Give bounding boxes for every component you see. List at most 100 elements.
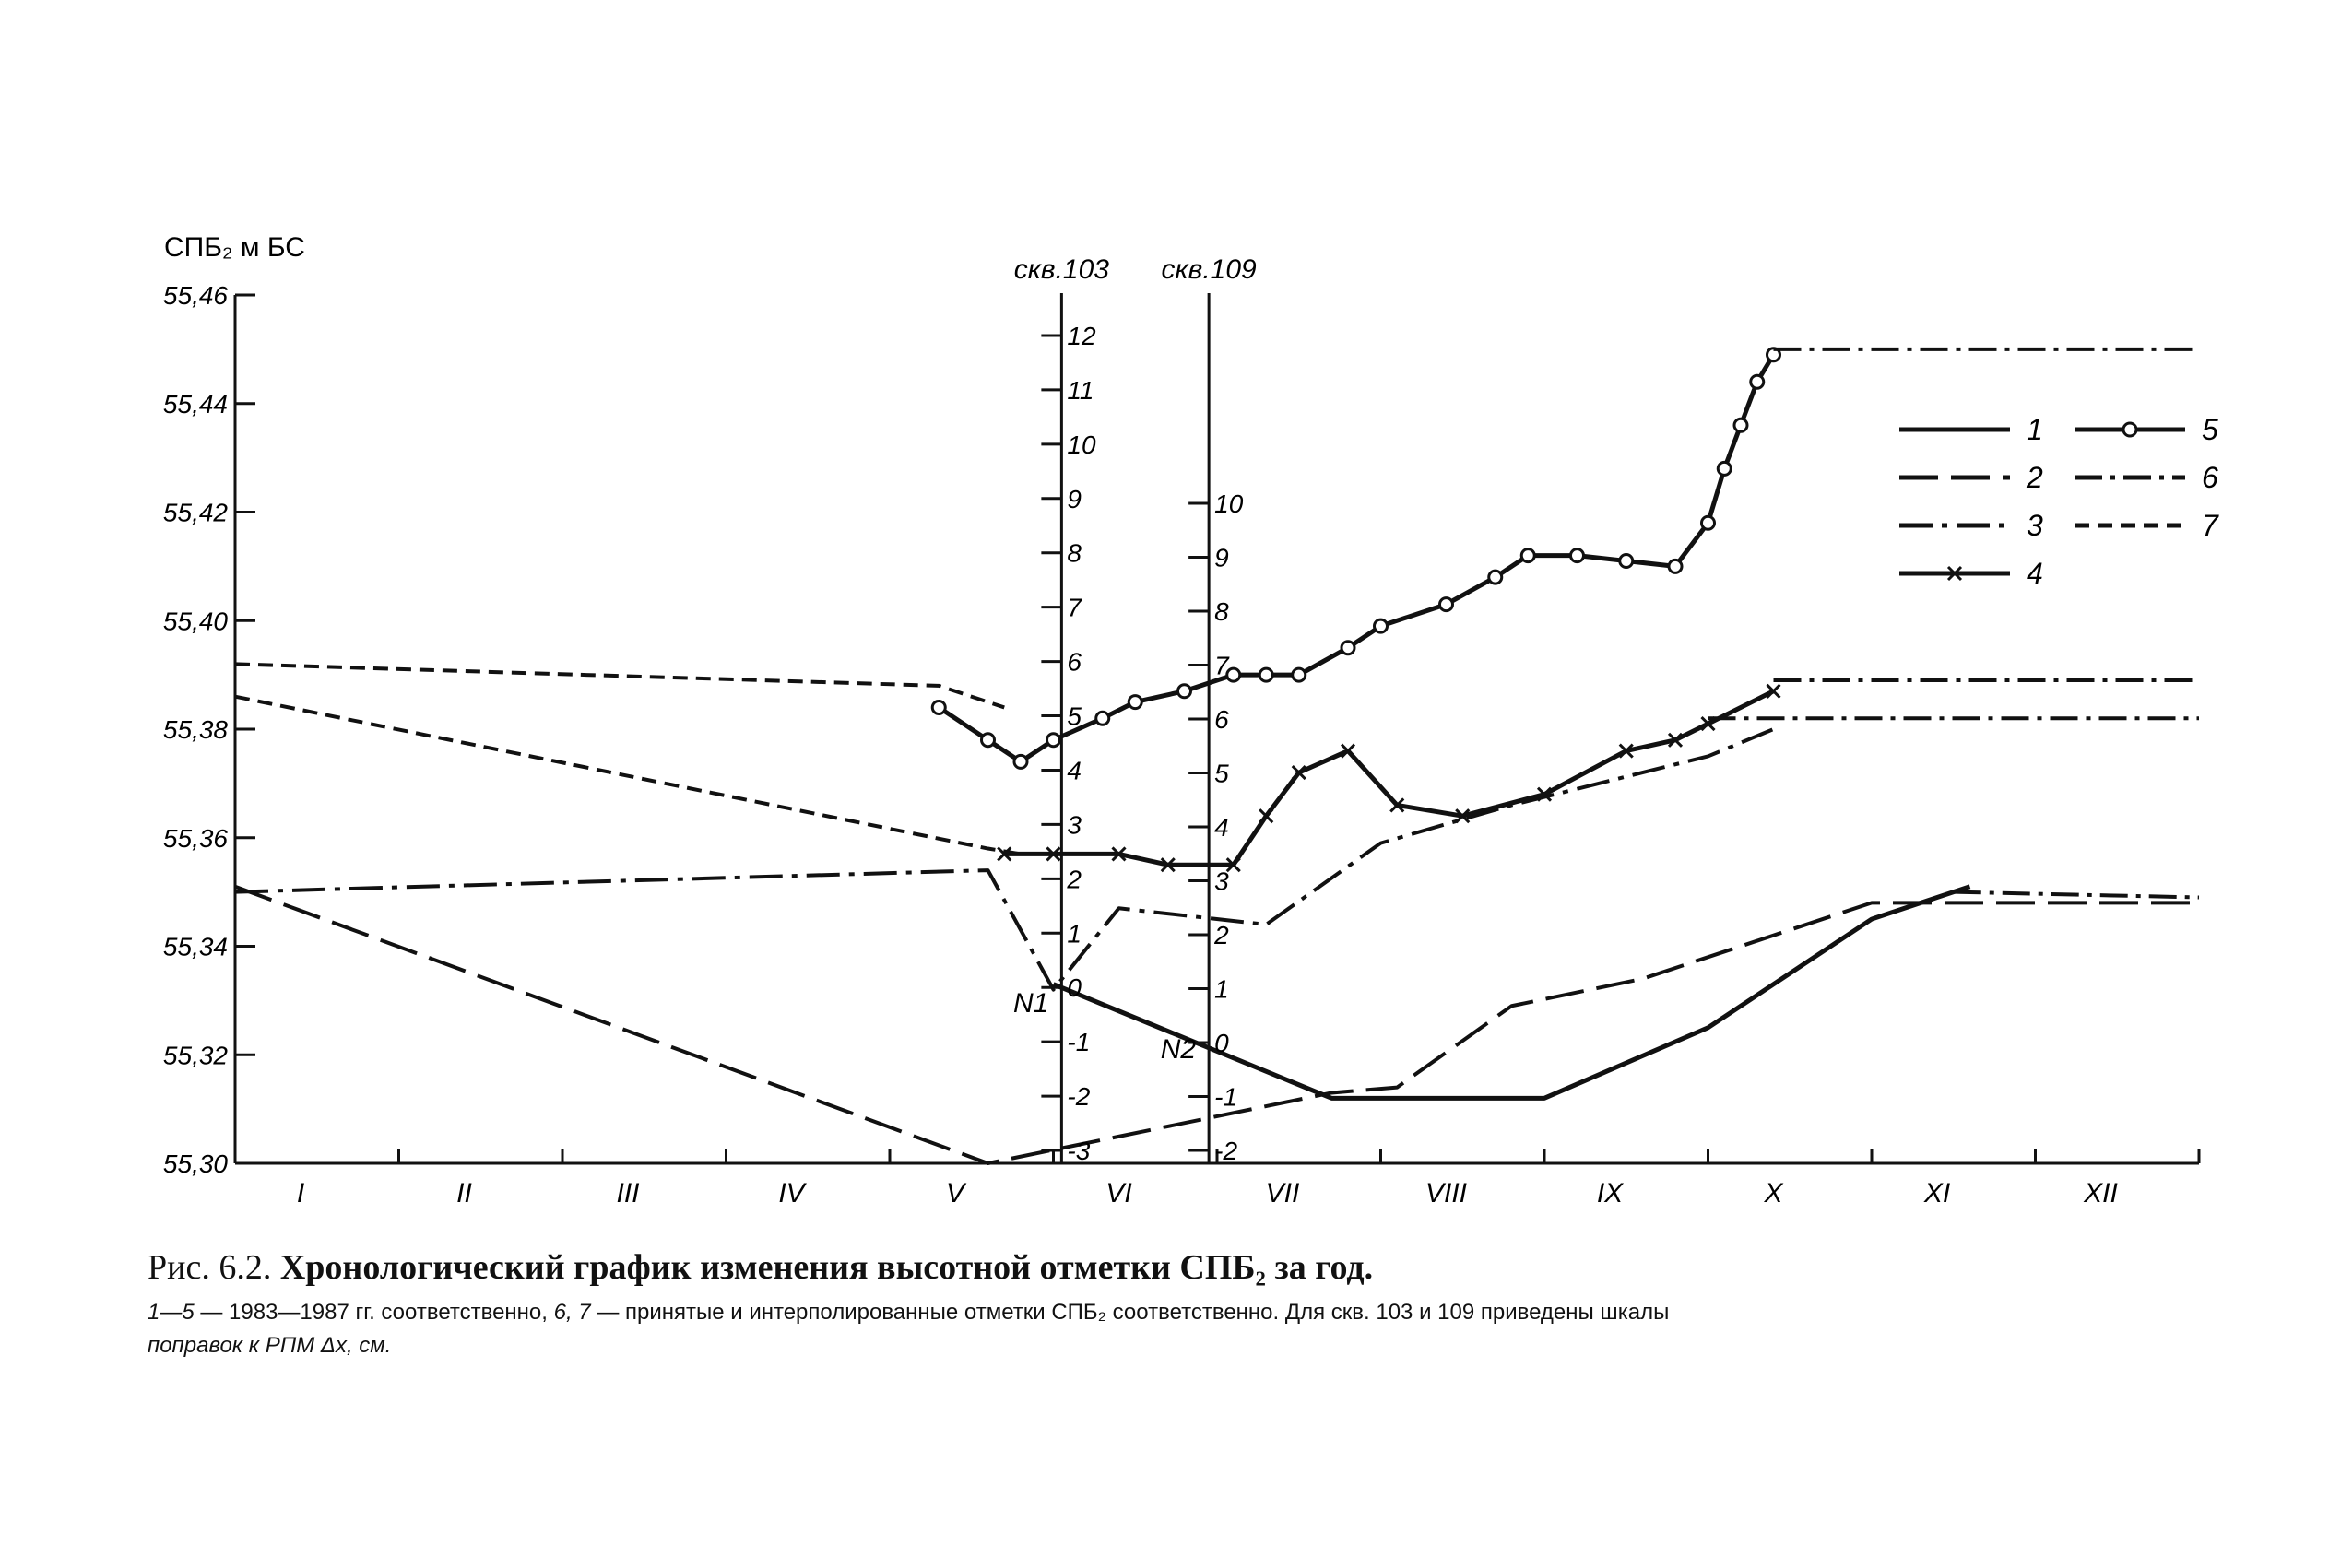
secondary-axis-tick-label: 8	[1214, 597, 1229, 626]
x-tick-label: II	[456, 1178, 472, 1208]
series-1-line	[1052, 884, 1971, 1101]
legend-label-2: 2	[2026, 461, 2043, 494]
series-5-point	[1258, 666, 1274, 683]
secondary-axis-tick-label: 2	[1213, 921, 1229, 949]
series-4-point	[1259, 808, 1274, 824]
legend-marker-5	[2122, 421, 2138, 438]
secondary-axis-tick-label: 4	[1067, 756, 1082, 784]
series-4-point	[997, 846, 1012, 862]
x-tick-label: XI	[1923, 1178, 1950, 1208]
caption-notes: 1—5 — 1983—1987 гг. соответственно, 6, 7…	[148, 1296, 2222, 1362]
x-tick-label: IV	[778, 1178, 807, 1208]
x-tick-label: I	[297, 1178, 304, 1208]
series-5-point	[930, 699, 947, 715]
series-5-point	[1438, 596, 1454, 613]
y-tick-label: 55,30	[163, 1149, 228, 1178]
figure-caption: Рис. 6.2. Хронологический график изменен…	[148, 1246, 2222, 1362]
chronological-chart: СПБ₂ м БС 55,46 55,44 55,42 55,40 55,38 55,36…	[163, 232, 2219, 1208]
x-tick-label: III	[616, 1178, 639, 1208]
secondary-axis-tick-label: 10	[1067, 430, 1096, 459]
series-5-point	[1667, 558, 1684, 574]
y-tick-label: 55,32	[163, 1041, 228, 1069]
series-5-point	[1046, 732, 1061, 749]
secondary-axis-label: скв.109	[1162, 254, 1258, 285]
series-4-point	[1291, 765, 1306, 781]
y-tick-label: 55,44	[163, 390, 228, 419]
secondary-axis-tick-label: -3	[1067, 1137, 1090, 1165]
y-tick-label: 55,40	[163, 607, 228, 635]
caption-notes-range: 1—5	[148, 1300, 195, 1325]
x-tick-label: X	[1763, 1178, 1783, 1208]
legend-label-4: 4	[2027, 557, 2043, 590]
caption-label: Рис. 6.2.	[148, 1248, 272, 1287]
secondary-axis-tick-label: -2	[1067, 1082, 1090, 1111]
secondary-axis-tick-label: 7	[1067, 594, 1082, 622]
series-5-point	[1225, 666, 1242, 683]
secondary-axis-tick-label: 1	[1214, 975, 1229, 1004]
series-4-point	[1536, 786, 1553, 802]
series-6-line	[1953, 890, 2200, 900]
secondary-axis-tick-label: 11	[1067, 376, 1094, 405]
series-5-point	[1012, 753, 1029, 770]
secondary-axis-tick-label: 0	[1067, 973, 1082, 1002]
series-5-point	[1373, 618, 1389, 634]
secondary-axis-tick-label: 5	[1214, 760, 1229, 788]
secondary-axis-marker: N1	[1013, 988, 1048, 1019]
series-7-line	[234, 694, 1022, 856]
secondary-axis-tick-label: 4	[1214, 813, 1229, 842]
x-tick-label: IX	[1597, 1178, 1624, 1208]
secondary-axis-tick-label: 6	[1214, 705, 1229, 734]
legend: 1 2 3 4 5 6 7	[1899, 413, 2219, 590]
series-4-point	[1618, 743, 1634, 759]
y-tick-label: 55,34	[163, 933, 228, 961]
x-tick-label: XII	[2083, 1178, 2118, 1208]
secondary-axis-tick-label: 12	[1067, 322, 1096, 350]
series-5-point	[1291, 666, 1307, 683]
legend-label-7: 7	[2202, 509, 2219, 542]
y-tick-label: 55,36	[163, 824, 228, 853]
secondary-axis-tick-label: -1	[1214, 1083, 1237, 1112]
x-tick-label: VIII	[1425, 1178, 1467, 1208]
series-4-point	[1340, 743, 1356, 759]
series-4-point	[1389, 797, 1405, 813]
series-4-line	[1004, 689, 1775, 867]
y-tick-label: 55,38	[163, 715, 228, 744]
series-5-point	[1569, 548, 1585, 564]
series-3-line	[234, 727, 1775, 992]
series-5-point	[1487, 569, 1504, 585]
caption-notes-range2: 6, 7	[553, 1300, 591, 1325]
secondary-axis-label: скв.103	[1014, 254, 1110, 285]
series-4-point	[1111, 846, 1127, 862]
series-5-point	[1519, 548, 1536, 564]
series-4-point	[1766, 683, 1781, 699]
series-7-line	[234, 662, 1005, 710]
series-5-point	[1732, 417, 1749, 433]
secondary-axis-tick-label: 3	[1214, 867, 1229, 896]
secondary-axis-tick-label: 6	[1067, 648, 1082, 677]
series-4-point	[1667, 732, 1684, 748]
secondary-axis-tick-label: 10	[1214, 489, 1244, 518]
series-5-point	[980, 732, 996, 749]
legend-label-3: 3	[2027, 509, 2043, 542]
series-5-point	[1094, 710, 1111, 726]
series-5-point	[1700, 514, 1716, 531]
series-4-point	[1160, 857, 1176, 873]
caption-notes-line2: поправок к РПМ Δx, см.	[148, 1333, 392, 1358]
legend-label-1: 1	[2027, 413, 2043, 446]
secondary-axis-tick-label: 1	[1067, 919, 1082, 948]
secondary-axis-tick-label: -1	[1067, 1028, 1090, 1056]
series-5-point	[1618, 552, 1635, 569]
legend-marker-4	[1946, 565, 1963, 582]
caption-notes-years: — 1983—1987 гг. соответственно,	[200, 1300, 548, 1325]
secondary-axis-tick-label: 7	[1214, 652, 1230, 680]
series-4-point	[1046, 846, 1061, 862]
legend-label-5: 5	[2202, 413, 2218, 446]
series-5-point	[1716, 460, 1732, 477]
series-5-point	[1340, 640, 1356, 656]
caption-notes-rest: — принятые и интерполированные отметки С…	[597, 1300, 1670, 1325]
series-layer	[234, 347, 2200, 1165]
secondary-axis-tick-label: 5	[1067, 702, 1082, 731]
secondary-axis-tick-label: 2	[1066, 865, 1082, 893]
series-2-line	[234, 884, 2199, 1165]
secondary-axis-tick-label: 3	[1067, 810, 1082, 839]
